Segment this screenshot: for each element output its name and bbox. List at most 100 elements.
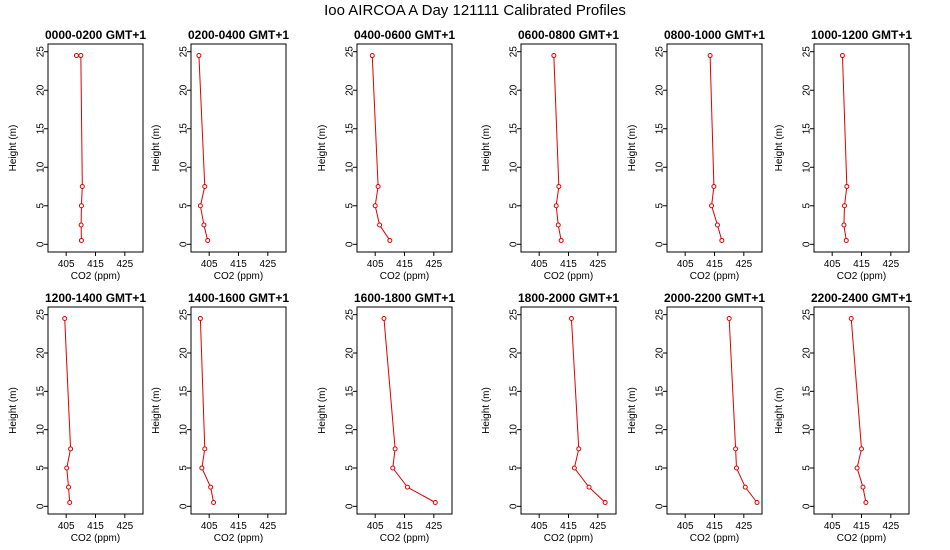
y-tick-label: 25 [36, 309, 47, 321]
x-tick-label: 405 [58, 521, 75, 532]
data-point [571, 465, 577, 471]
y-tick-label: 25 [509, 309, 520, 321]
data-point [387, 237, 393, 243]
data-point [199, 465, 205, 471]
x-tick-label: 415 [87, 521, 104, 532]
data-point [404, 484, 410, 490]
data-point [369, 53, 375, 59]
plot-frame [190, 43, 287, 253]
profile-panel-8: 1400-1600 GMT+1 405 415 425 0 5 10 15 20 25 CO2 (p… [151, 291, 289, 544]
x-tick-label: 415 [706, 521, 723, 532]
data-point [719, 237, 725, 243]
y-axis-label: Height (m) [151, 387, 162, 434]
x-tick-label: 415 [560, 259, 577, 270]
y-tick-label: 25 [509, 46, 520, 58]
data-point [79, 184, 85, 190]
y-tick-label: 25 [802, 46, 813, 58]
y-tick-label: 10 [179, 161, 190, 173]
profile-line [570, 318, 606, 503]
y-tick-label: 20 [655, 84, 666, 96]
x-tick-label: 415 [230, 521, 247, 532]
data-point [381, 316, 387, 321]
profile-panel-12: 2200-2400 GMT+1 405 415 425 0 5 10 15 20 25 CO2 (p… [774, 291, 912, 544]
panel-title: 1800-2000 GMT+1 [518, 291, 619, 305]
data-point [844, 184, 850, 190]
profile-line [728, 318, 758, 503]
plot-frame [190, 306, 287, 515]
y-tick-label: 25 [655, 46, 666, 58]
data-point [78, 222, 84, 228]
y-tick-label: 20 [509, 84, 520, 96]
x-tick-label: 415 [560, 521, 577, 532]
x-axis-label: CO2 (ppm) [837, 533, 886, 544]
x-tick-label: 425 [589, 259, 606, 270]
y-tick-label: 20 [802, 84, 813, 96]
y-tick-label: 25 [345, 46, 356, 58]
data-point [392, 446, 398, 452]
y-tick-label: 20 [36, 347, 47, 359]
x-axis-label: CO2 (ppm) [380, 533, 429, 544]
y-tick-label: 20 [655, 347, 666, 359]
y-axis-label: Height (m) [481, 387, 492, 434]
y-axis-label: Height (m) [774, 387, 785, 434]
y-tick-label: 0 [802, 503, 813, 509]
x-axis-label: CO2 (ppm) [690, 271, 739, 282]
data-point [205, 237, 211, 243]
y-tick-label: 10 [802, 424, 813, 436]
data-point [576, 446, 582, 452]
panel-title: 1400-1600 GMT+1 [188, 291, 289, 305]
profile-panel-6: 1000-1200 GMT+1 405 415 425 0 5 10 15 20 25 CO2 (p… [774, 28, 912, 282]
y-tick-label: 15 [802, 385, 813, 397]
panel-title: 1000-1200 GMT+1 [811, 28, 912, 42]
data-point [372, 203, 378, 209]
profile-line [199, 318, 215, 503]
data-point [64, 465, 70, 471]
x-tick-label: 405 [367, 521, 384, 532]
x-tick-label: 425 [425, 259, 442, 270]
profile-panel-11: 2000-2200 GMT+1 405 415 425 0 5 10 15 20 25 CO2 (p… [627, 291, 765, 544]
y-tick-label: 15 [179, 123, 190, 135]
y-tick-label: 10 [655, 424, 666, 436]
y-tick-label: 0 [509, 503, 520, 509]
y-axis-label: Height (m) [151, 125, 162, 172]
data-point [839, 53, 845, 59]
data-point [67, 500, 73, 505]
data-point [726, 316, 732, 321]
panel-title: 2000-2200 GMT+1 [664, 291, 765, 305]
plot-frame [813, 43, 910, 253]
y-tick-label: 15 [509, 385, 520, 397]
data-point [863, 500, 869, 505]
x-tick-label: 425 [116, 259, 133, 270]
y-tick-label: 10 [509, 424, 520, 436]
y-tick-label: 20 [345, 84, 356, 96]
plot-frame [666, 306, 763, 515]
data-point [555, 222, 561, 228]
y-tick-label: 10 [655, 161, 666, 173]
data-point [707, 53, 713, 59]
x-axis-label: CO2 (ppm) [214, 533, 263, 544]
data-point [602, 500, 608, 505]
y-tick-label: 5 [36, 465, 47, 471]
y-tick-label: 10 [802, 161, 813, 173]
x-tick-label: 405 [531, 259, 548, 270]
data-point [73, 53, 79, 59]
data-point [208, 484, 214, 490]
data-point [197, 203, 203, 209]
data-point [68, 446, 74, 452]
y-tick-label: 20 [802, 347, 813, 359]
data-point [196, 53, 202, 59]
x-tick-label: 425 [882, 521, 899, 532]
y-tick-label: 0 [36, 241, 47, 247]
panel-title: 0400-0600 GMT+1 [354, 28, 455, 42]
y-tick-label: 5 [36, 203, 47, 209]
data-point [586, 484, 592, 490]
profile-panel-10: 1800-2000 GMT+1 405 415 425 0 5 10 15 20 25 CO2 (p… [481, 291, 619, 544]
data-point [553, 203, 559, 209]
y-tick-label: 0 [179, 241, 190, 247]
x-axis-label: CO2 (ppm) [214, 271, 263, 282]
y-tick-label: 10 [345, 424, 356, 436]
y-tick-label: 5 [655, 203, 666, 209]
data-point [711, 184, 717, 190]
data-point [211, 500, 217, 505]
data-point [202, 184, 208, 190]
